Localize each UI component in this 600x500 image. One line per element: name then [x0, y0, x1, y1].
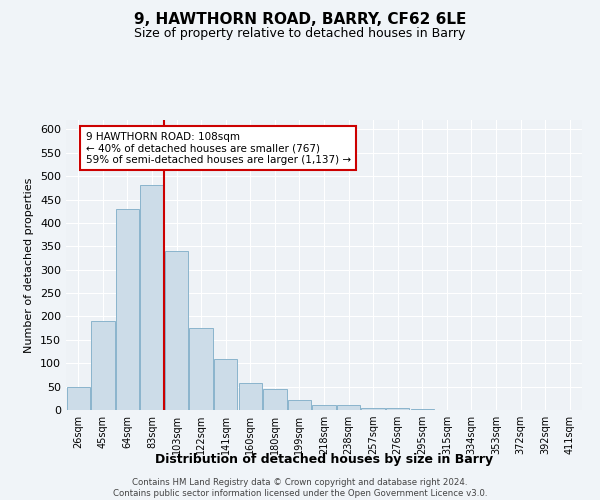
Bar [410, 409, 434, 410]
Bar [214, 359, 238, 410]
Bar [386, 408, 409, 410]
Bar [313, 406, 335, 410]
Text: 9, HAWTHORN ROAD, BARRY, CF62 6LE: 9, HAWTHORN ROAD, BARRY, CF62 6LE [134, 12, 466, 28]
Bar [239, 383, 262, 410]
Text: Distribution of detached houses by size in Barry: Distribution of detached houses by size … [155, 452, 493, 466]
Bar [165, 251, 188, 410]
Bar [337, 406, 360, 410]
Y-axis label: Number of detached properties: Number of detached properties [25, 178, 34, 352]
Bar [91, 321, 115, 410]
Bar [67, 386, 90, 410]
Bar [361, 408, 385, 410]
Bar [116, 209, 139, 410]
Bar [190, 328, 213, 410]
Text: Contains HM Land Registry data © Crown copyright and database right 2024.
Contai: Contains HM Land Registry data © Crown c… [113, 478, 487, 498]
Bar [140, 186, 164, 410]
Bar [263, 389, 287, 410]
Text: Size of property relative to detached houses in Barry: Size of property relative to detached ho… [134, 28, 466, 40]
Bar [288, 400, 311, 410]
Text: 9 HAWTHORN ROAD: 108sqm
← 40% of detached houses are smaller (767)
59% of semi-d: 9 HAWTHORN ROAD: 108sqm ← 40% of detache… [86, 132, 351, 165]
